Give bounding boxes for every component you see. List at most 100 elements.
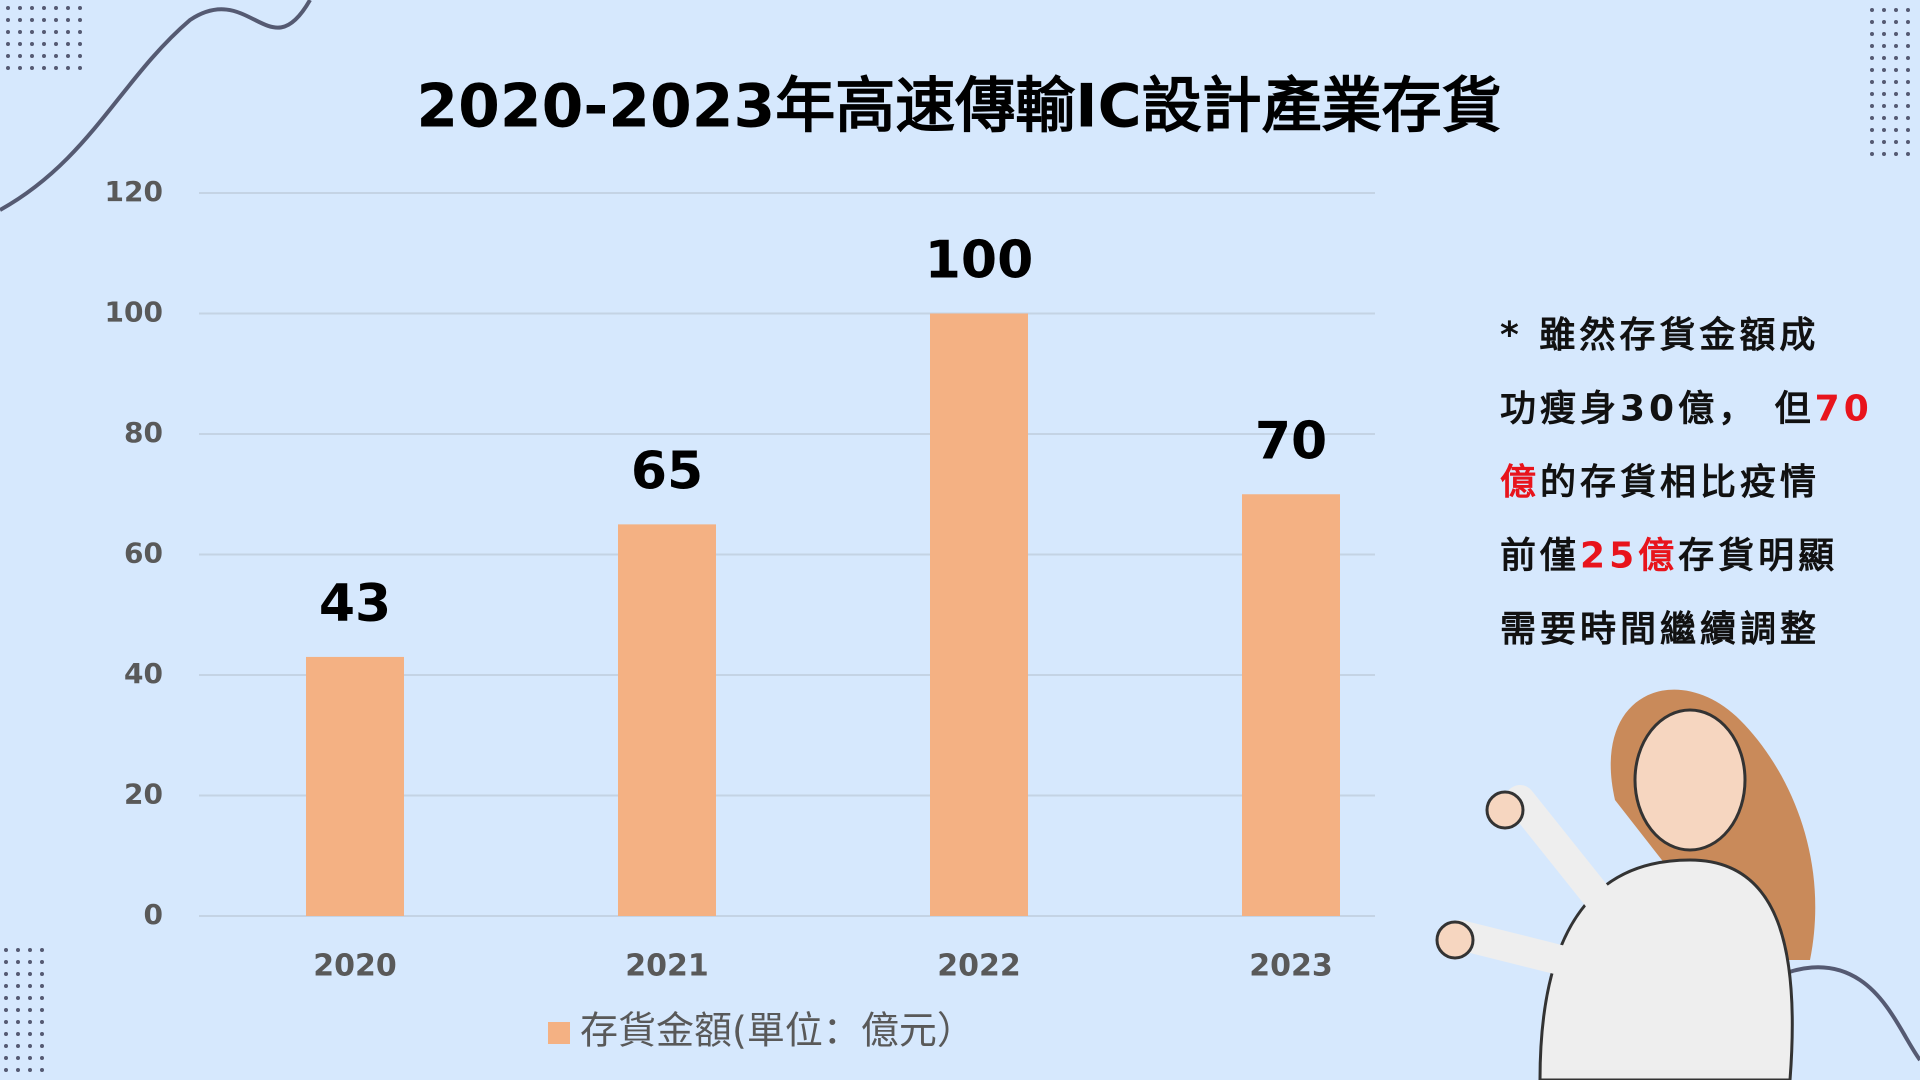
y-tick-label: 100 <box>105 296 163 329</box>
dot <box>1882 68 1886 72</box>
legend-label: 存貨金額(單位：億元） <box>580 1009 975 1053</box>
dot <box>18 6 22 10</box>
dot <box>28 1020 32 1024</box>
dot <box>28 1044 32 1048</box>
y-tick-label: 80 <box>124 416 163 449</box>
chart-title: 2020-2023年高速傳輸IC設計產業存貨 <box>416 72 1501 142</box>
dot <box>66 66 70 70</box>
dot <box>30 18 34 22</box>
dot <box>1870 68 1874 72</box>
dot <box>40 1008 44 1012</box>
dot <box>1870 128 1874 132</box>
illustration <box>1435 689 1816 1080</box>
dot <box>40 984 44 988</box>
dot <box>1882 32 1886 36</box>
dot <box>1894 20 1898 24</box>
dot <box>40 1068 44 1072</box>
y-tick-label: 20 <box>124 778 163 811</box>
dot <box>16 1044 20 1048</box>
dot <box>6 42 10 46</box>
data-label: 100 <box>925 231 1034 291</box>
dot <box>1870 140 1874 144</box>
annotation-line: 前僅25億存貨明顯 <box>1500 536 1838 577</box>
dot <box>1906 116 1910 120</box>
data-label: 65 <box>631 441 703 501</box>
x-tick-label: 2020 <box>313 949 397 984</box>
dot <box>16 1008 20 1012</box>
dot <box>1870 32 1874 36</box>
annotation-text: * 雖然存貨金額成 <box>1500 314 1819 356</box>
dot <box>30 30 34 34</box>
data-label: 43 <box>319 574 391 634</box>
dot <box>66 30 70 34</box>
dot <box>42 42 46 46</box>
dot <box>1894 32 1898 36</box>
dot <box>1882 92 1886 96</box>
dot <box>42 18 46 22</box>
dot <box>1894 56 1898 60</box>
dot <box>16 1020 20 1024</box>
dot <box>1870 152 1874 156</box>
dot <box>16 972 20 976</box>
y-tick-label: 120 <box>105 175 163 208</box>
dot <box>30 66 34 70</box>
dot <box>18 42 22 46</box>
dot <box>1870 44 1874 48</box>
dot <box>1882 56 1886 60</box>
dot <box>16 1056 20 1060</box>
dot <box>78 42 82 46</box>
dot <box>1870 104 1874 108</box>
dot <box>1882 80 1886 84</box>
dot <box>28 1032 32 1036</box>
dot <box>1906 152 1910 156</box>
annotation-text: 億 <box>1500 462 1540 503</box>
dot <box>18 30 22 34</box>
dot <box>1870 20 1874 24</box>
dot <box>54 6 58 10</box>
dot <box>1894 104 1898 108</box>
dot <box>40 996 44 1000</box>
dot <box>28 960 32 964</box>
annotation-line: 功瘦身30億， 但70 <box>1500 389 1873 430</box>
dot <box>1870 92 1874 96</box>
dot <box>4 984 8 988</box>
y-tick-label: 0 <box>144 898 163 931</box>
dot <box>1882 104 1886 108</box>
dot <box>78 6 82 10</box>
dot <box>28 996 32 1000</box>
annotation-line: 億的存貨相比疫情 <box>1500 462 1820 503</box>
dot <box>42 6 46 10</box>
annotation-line: 需要時間繼續調整 <box>1500 609 1820 650</box>
data-label: 70 <box>1255 411 1327 471</box>
dot <box>28 1056 32 1060</box>
dot <box>78 54 82 58</box>
dot <box>6 66 10 70</box>
dot <box>54 30 58 34</box>
annotation-text: 的存貨相比疫情 <box>1540 462 1820 503</box>
dot <box>4 996 8 1000</box>
dot <box>28 1008 32 1012</box>
dot <box>40 948 44 952</box>
dot <box>30 6 34 10</box>
dot <box>30 54 34 58</box>
dot <box>4 1056 8 1060</box>
dot <box>1882 140 1886 144</box>
dot <box>1870 56 1874 60</box>
dot <box>1906 128 1910 132</box>
annotation-text: 存貨明顯 <box>1678 536 1838 577</box>
dot <box>78 18 82 22</box>
dot <box>1894 68 1898 72</box>
dot <box>40 1044 44 1048</box>
dot <box>6 54 10 58</box>
dot <box>18 54 22 58</box>
dot <box>4 1032 8 1036</box>
bar <box>618 524 716 916</box>
legend-swatch <box>548 1022 570 1044</box>
x-tick-label: 2022 <box>937 949 1021 984</box>
dot <box>42 66 46 70</box>
dot <box>1894 128 1898 132</box>
dot <box>40 960 44 964</box>
